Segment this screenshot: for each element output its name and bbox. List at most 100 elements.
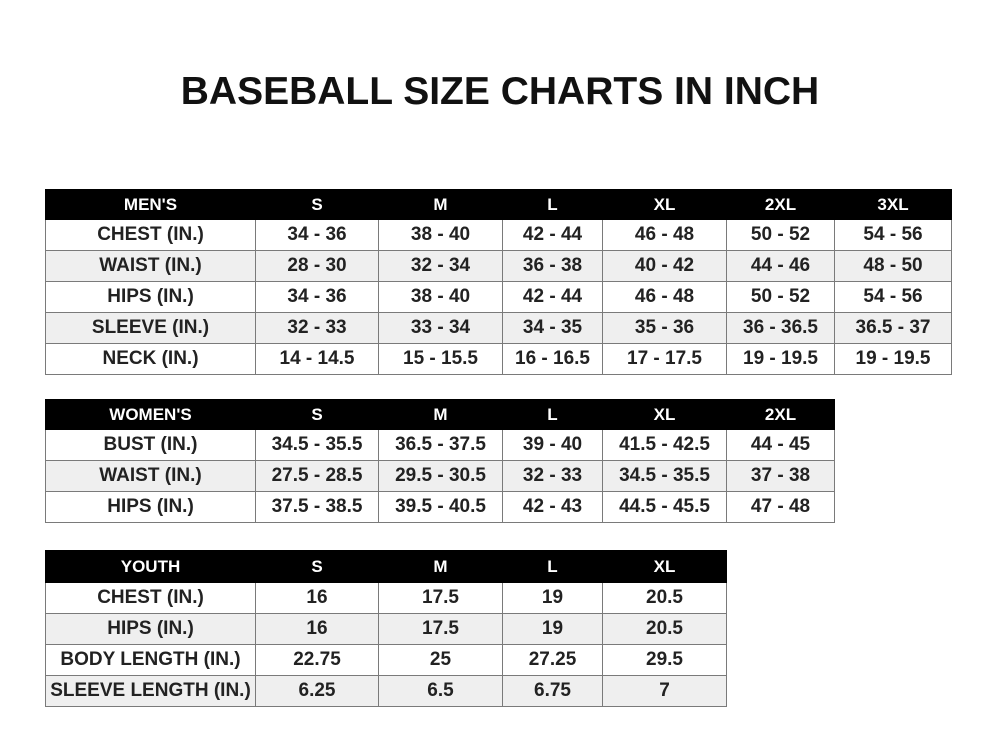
size-cell: 42 - 44: [502, 219, 603, 251]
size-cell: 14 - 14.5: [255, 343, 379, 375]
header-row: WOMEN'S S M L XL 2XL: [45, 399, 835, 430]
size-cell: 44.5 - 45.5: [602, 491, 727, 523]
table-row: WAIST (IN.) 28 - 30 32 - 34 36 - 38 40 - 42 4…: [45, 250, 952, 282]
row-label: HIPS (IN.): [45, 491, 256, 523]
table-row: BUST (IN.) 34.5 - 35.5 36.5 - 37.5 39 - 40 4…: [45, 429, 835, 461]
table-row: BODY LENGTH (IN.) 22.75 25 27.25 29.5: [45, 644, 727, 676]
size-cell: 32 - 33: [502, 460, 603, 492]
size-cell: 16: [255, 582, 379, 614]
size-cell: 20.5: [602, 582, 727, 614]
size-cell: 16: [255, 613, 379, 645]
table-row: SLEEVE LENGTH (IN.) 6.25 6.5 6.75 7: [45, 675, 727, 707]
column-header: XL: [602, 550, 727, 583]
row-label: BUST (IN.): [45, 429, 256, 461]
size-cell: 36.5 - 37: [834, 312, 952, 344]
column-header: M: [378, 399, 503, 430]
table-row: HIPS (IN.) 34 - 36 38 - 40 42 - 44 46 - 48 50…: [45, 281, 952, 313]
size-cell: 34.5 - 35.5: [255, 429, 379, 461]
size-cell: 32 - 33: [255, 312, 379, 344]
size-cell: 29.5 - 30.5: [378, 460, 503, 492]
size-cell: 16 - 16.5: [502, 343, 603, 375]
size-cell: 46 - 48: [602, 219, 727, 251]
table-row: WAIST (IN.) 27.5 - 28.5 29.5 - 30.5 32 - 33…: [45, 460, 835, 492]
column-header: M: [378, 189, 503, 220]
size-cell: 19: [502, 613, 603, 645]
row-label: CHEST (IN.): [45, 219, 256, 251]
size-cell: 19 - 19.5: [834, 343, 952, 375]
size-cell: 34 - 36: [255, 219, 379, 251]
column-header: YOUTH: [45, 550, 256, 583]
column-header: 3XL: [834, 189, 952, 220]
size-cell: 17.5: [378, 582, 503, 614]
column-header: L: [502, 189, 603, 220]
column-header: S: [255, 399, 379, 430]
size-cell: 38 - 40: [378, 281, 503, 313]
size-cell: 15 - 15.5: [378, 343, 503, 375]
size-cell: 33 - 34: [378, 312, 503, 344]
column-header: 2XL: [726, 399, 835, 430]
mens-size-table: MEN'S S M L XL 2XL 3XL CHEST (IN.) 34 - 36 38 - 4…: [45, 189, 952, 375]
womens-size-table: WOMEN'S S M L XL 2XL BUST (IN.) 34.5 - 35.5 36.5…: [45, 399, 835, 523]
column-header: S: [255, 189, 379, 220]
column-header: L: [502, 550, 603, 583]
size-cell: 32 - 34: [378, 250, 503, 282]
size-cell: 42 - 44: [502, 281, 603, 313]
table-row: CHEST (IN.) 16 17.5 19 20.5: [45, 582, 727, 614]
row-label: SLEEVE (IN.): [45, 312, 256, 344]
size-cell: 37.5 - 38.5: [255, 491, 379, 523]
size-cell: 44 - 46: [726, 250, 835, 282]
header-row: YOUTH S M L XL: [45, 550, 727, 583]
size-cell: 27.25: [502, 644, 603, 676]
size-cell: 50 - 52: [726, 219, 835, 251]
row-label: HIPS (IN.): [45, 281, 256, 313]
size-cell: 19 - 19.5: [726, 343, 835, 375]
size-cell: 38 - 40: [378, 219, 503, 251]
size-cell: 41.5 - 42.5: [602, 429, 727, 461]
row-label: CHEST (IN.): [45, 582, 256, 614]
size-cell: 27.5 - 28.5: [255, 460, 379, 492]
size-cell: 54 - 56: [834, 281, 952, 313]
table-row: CHEST (IN.) 34 - 36 38 - 40 42 - 44 46 - 48 5…: [45, 219, 952, 251]
size-cell: 47 - 48: [726, 491, 835, 523]
table-row: HIPS (IN.) 37.5 - 38.5 39.5 - 40.5 42 - 43 4…: [45, 491, 835, 523]
size-cell: 29.5: [602, 644, 727, 676]
size-cell: 17 - 17.5: [602, 343, 727, 375]
row-label: HIPS (IN.): [45, 613, 256, 645]
size-cell: 40 - 42: [602, 250, 727, 282]
size-cell: 54 - 56: [834, 219, 952, 251]
table-row: NECK (IN.) 14 - 14.5 15 - 15.5 16 - 16.5 17 …: [45, 343, 952, 375]
row-label: WAIST (IN.): [45, 460, 256, 492]
size-cell: 36 - 38: [502, 250, 603, 282]
size-cell: 42 - 43: [502, 491, 603, 523]
size-cell: 17.5: [378, 613, 503, 645]
table-row: HIPS (IN.) 16 17.5 19 20.5: [45, 613, 727, 645]
row-label: WAIST (IN.): [45, 250, 256, 282]
row-label: BODY LENGTH (IN.): [45, 644, 256, 676]
column-header: M: [378, 550, 503, 583]
size-cell: 6.25: [255, 675, 379, 707]
size-cell: 25: [378, 644, 503, 676]
size-cell: 6.5: [378, 675, 503, 707]
size-cell: 34 - 35: [502, 312, 603, 344]
size-cell: 35 - 36: [602, 312, 727, 344]
header-row: MEN'S S M L XL 2XL 3XL: [45, 189, 952, 220]
column-header: WOMEN'S: [45, 399, 256, 430]
size-cell: 50 - 52: [726, 281, 835, 313]
size-cell: 46 - 48: [602, 281, 727, 313]
row-label: NECK (IN.): [45, 343, 256, 375]
column-header: XL: [602, 189, 727, 220]
size-cell: 34.5 - 35.5: [602, 460, 727, 492]
youth-size-table: YOUTH S M L XL CHEST (IN.) 16 17.5 19 20.5 HIPS (I…: [45, 550, 727, 707]
size-cell: 7: [602, 675, 727, 707]
size-cell: 6.75: [502, 675, 603, 707]
size-cell: 44 - 45: [726, 429, 835, 461]
size-cell: 39.5 - 40.5: [378, 491, 503, 523]
size-cell: 36.5 - 37.5: [378, 429, 503, 461]
page-title: BASEBALL SIZE CHARTS IN INCH: [180, 70, 820, 113]
size-cell: 39 - 40: [502, 429, 603, 461]
column-header: L: [502, 399, 603, 430]
column-header: XL: [602, 399, 727, 430]
size-cell: 28 - 30: [255, 250, 379, 282]
size-cell: 20.5: [602, 613, 727, 645]
column-header: MEN'S: [45, 189, 256, 220]
